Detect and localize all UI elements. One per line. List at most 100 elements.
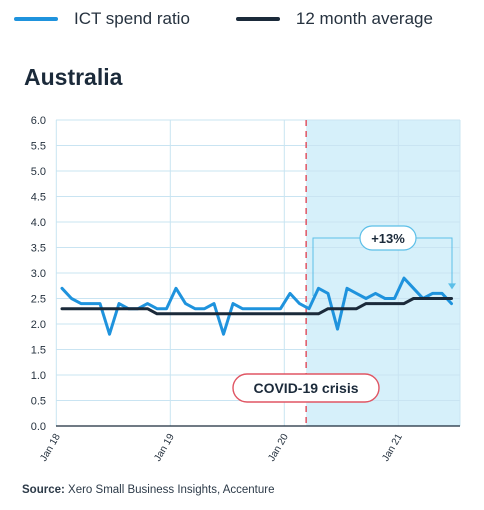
data-point-ict-spend-ratio	[326, 292, 330, 295]
data-point-ict-spend-ratio	[317, 287, 320, 290]
covid-label-pill	[232, 373, 380, 403]
data-point-ict-spend-ratio	[98, 302, 102, 305]
y-tick-label: 2.0	[31, 319, 46, 331]
data-point-ict-spend-ratio	[402, 276, 406, 280]
data-point-12-month-average	[307, 312, 311, 315]
data-point-12-month-average	[231, 312, 235, 315]
data-point-ict-spend-ratio	[146, 302, 149, 305]
data-point-12-month-average	[336, 307, 339, 310]
data-point-12-month-average	[70, 307, 73, 310]
y-tick-label: 5.5	[31, 141, 46, 153]
chart-title: Australia	[24, 64, 123, 90]
data-point-ict-spend-ratio	[336, 327, 339, 331]
data-point-ict-spend-ratio	[393, 297, 396, 300]
source-text: Xero Small Business Insights, Accenture	[68, 484, 275, 496]
data-point-12-month-average	[108, 307, 111, 310]
data-point-ict-spend-ratio	[374, 292, 377, 295]
data-point-12-month-average	[98, 307, 102, 310]
data-point-ict-spend-ratio	[155, 307, 159, 310]
data-point-12-month-average	[279, 312, 282, 315]
legend-item-ict-spend-ratio: ICT spend ratio	[14, 9, 190, 29]
data-point-ict-spend-ratio	[184, 302, 187, 305]
data-point-12-month-average	[288, 312, 292, 315]
data-point-ict-spend-ratio	[174, 287, 178, 290]
data-point-12-month-average	[393, 302, 396, 305]
data-point-ict-spend-ratio	[231, 302, 235, 305]
data-point-12-month-average	[136, 307, 140, 310]
data-point-12-month-average	[222, 312, 225, 315]
data-point-12-month-average	[117, 307, 121, 310]
data-point-12-month-average	[421, 297, 425, 300]
change-label: +13%	[371, 231, 405, 246]
data-point-ict-spend-ratio	[345, 287, 349, 290]
data-point-12-month-average	[440, 297, 444, 300]
chart-legend: ICT spend ratio 12 month average	[14, 6, 474, 32]
data-point-12-month-average	[184, 312, 187, 315]
data-point-12-month-average	[127, 307, 130, 310]
data-point-12-month-average	[260, 312, 263, 315]
data-point-12-month-average	[412, 297, 415, 300]
data-point-ict-spend-ratio	[431, 292, 434, 295]
data-point-ict-spend-ratio	[70, 297, 73, 300]
data-point-ict-spend-ratio	[440, 292, 444, 295]
data-point-ict-spend-ratio	[117, 302, 121, 305]
x-tick-label: Jan 18	[38, 432, 63, 464]
covid-label: COVID-19 crisis	[253, 380, 358, 396]
data-point-ict-spend-ratio	[355, 292, 358, 295]
y-tick-label: 4.0	[31, 217, 46, 229]
data-point-12-month-average	[174, 312, 178, 315]
data-point-ict-spend-ratio	[307, 307, 311, 310]
data-point-12-month-average	[298, 312, 301, 315]
series-line-12-month-average	[60, 297, 453, 316]
data-point-12-month-average	[431, 297, 434, 300]
x-tick-label: Jan 21	[380, 432, 405, 464]
data-point-ict-spend-ratio	[279, 307, 282, 310]
data-point-ict-spend-ratio	[450, 302, 453, 305]
data-point-12-month-average	[250, 312, 254, 315]
data-point-ict-spend-ratio	[383, 297, 387, 300]
data-point-ict-spend-ratio	[364, 297, 368, 300]
data-point-12-month-average	[79, 307, 83, 310]
legend-swatch-ict-spend-ratio	[14, 17, 58, 21]
data-point-ict-spend-ratio	[222, 333, 225, 336]
data-point-ict-spend-ratio	[60, 287, 64, 290]
source-prefix: Source:	[22, 484, 65, 496]
legend-label: 12 month average	[295, 9, 433, 28]
data-point-ict-spend-ratio	[250, 307, 254, 310]
data-point-ict-spend-ratio	[298, 302, 301, 305]
data-point-ict-spend-ratio	[212, 302, 216, 305]
data-point-ict-spend-ratio	[79, 302, 83, 305]
data-point-12-month-average	[355, 307, 358, 310]
data-point-ict-spend-ratio	[269, 307, 273, 310]
change-label-pill	[359, 225, 417, 251]
data-point-12-month-average	[345, 307, 349, 310]
y-tick-label: 5.0	[31, 166, 46, 178]
change-arrowhead	[448, 283, 456, 290]
data-point-12-month-average	[155, 312, 159, 315]
data-point-12-month-average	[212, 312, 216, 315]
data-point-ict-spend-ratio	[108, 333, 111, 336]
x-tick-label: Jan 20	[266, 432, 291, 464]
data-point-12-month-average	[364, 302, 368, 305]
x-tick-label: Jan 19	[152, 432, 177, 464]
data-point-12-month-average	[89, 307, 92, 310]
y-tick-label: 3.5	[31, 243, 46, 255]
y-tick-label: 1.5	[31, 345, 46, 357]
data-point-ict-spend-ratio	[260, 307, 263, 310]
y-tick-label: 1.0	[31, 370, 46, 382]
y-tick-label: 0.0	[31, 421, 46, 433]
data-point-ict-spend-ratio	[288, 292, 292, 295]
data-point-12-month-average	[374, 302, 377, 305]
data-point-ict-spend-ratio	[89, 302, 92, 305]
data-point-ict-spend-ratio	[241, 307, 244, 310]
legend-swatch-12-month-average	[235, 17, 280, 21]
data-point-12-month-average	[203, 312, 206, 315]
data-point-12-month-average	[402, 302, 406, 305]
data-point-12-month-average	[317, 312, 320, 315]
data-point-12-month-average	[269, 312, 273, 315]
data-point-12-month-average	[146, 307, 149, 310]
data-point-12-month-average	[60, 307, 64, 310]
source-note: Source: Xero Small Business Insights, Ac…	[22, 484, 275, 496]
data-point-12-month-average	[383, 302, 387, 305]
data-point-12-month-average	[193, 312, 197, 315]
